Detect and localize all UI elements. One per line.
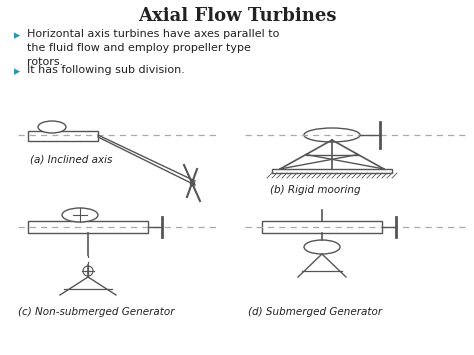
Text: (c) Non-submerged Generator: (c) Non-submerged Generator [18,307,174,317]
Text: It has following sub division.: It has following sub division. [27,65,185,75]
Text: Axial Flow Turbines: Axial Flow Turbines [138,7,336,25]
Bar [28,221,148,233]
Text: (d) Submerged Generator: (d) Submerged Generator [248,307,382,317]
Ellipse shape [304,240,340,254]
Bar [262,221,382,233]
Bar [272,169,392,173]
Text: Horizontal axis turbines have axes parallel to
the fluid flow and employ propell: Horizontal axis turbines have axes paral… [27,29,279,67]
Text: (b) Rigid mooring: (b) Rigid mooring [270,185,361,195]
Ellipse shape [62,208,98,222]
Text: ▸: ▸ [14,29,20,42]
Text: ▸: ▸ [14,65,20,78]
Ellipse shape [304,128,360,142]
Text: (a) Inclined axis: (a) Inclined axis [30,155,112,165]
Bar [28,131,98,141]
Ellipse shape [38,121,66,133]
Ellipse shape [83,266,93,276]
